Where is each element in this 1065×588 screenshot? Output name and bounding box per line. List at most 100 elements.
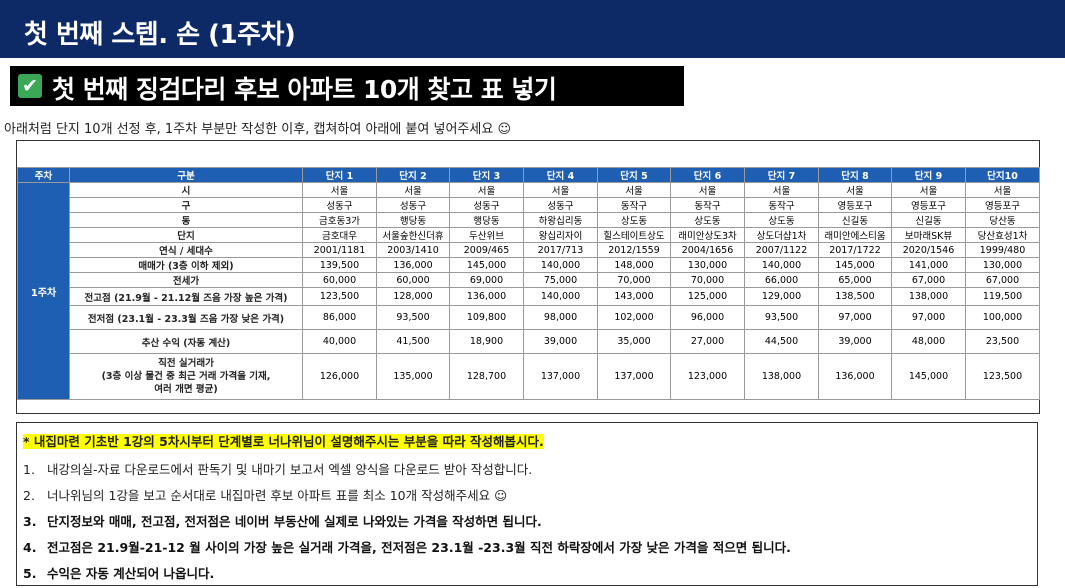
- table-cell: 영등포구: [965, 197, 1040, 213]
- table-cell: 당산효성1차: [965, 227, 1040, 243]
- table-cell: 힐스테이트상도: [597, 227, 671, 243]
- table-cell: 123,000: [670, 353, 745, 400]
- table-cell: 67,000: [891, 272, 966, 288]
- table-cell: 136,000: [449, 287, 524, 306]
- header-complex-6: 단지 6: [670, 167, 745, 183]
- table-cell: 96,000: [670, 305, 745, 330]
- table-cell: 서울: [523, 182, 598, 198]
- table-cell: 130,000: [965, 257, 1040, 273]
- table-cell: 상도동: [670, 212, 745, 228]
- note-item-1: 1. 내강의실-자료 다운로드에서 판독기 및 내마기 보고서 엑셀 양식을 다운…: [23, 459, 532, 478]
- table-cell: 왕십리자이: [523, 227, 598, 243]
- note-number: 1.: [23, 462, 35, 477]
- table-header-row: 주차 구분 단지 1 단지 2 단지 3 단지 4 단지 5 단지 6 단지 7…: [17, 167, 1040, 183]
- header-complex-9: 단지 9: [891, 167, 966, 183]
- row-label: 직전 실거래가 (3층 이상 물건 중 최근 거래 가격을 기재, 여러 개면 평균…: [69, 353, 303, 400]
- table-cell: 65,000: [818, 272, 892, 288]
- row-label: 연식 / 세대수: [69, 242, 303, 258]
- table-cell: 109,800: [449, 305, 524, 330]
- table-cell: 래미안에스티움: [818, 227, 892, 243]
- header-complex-1: 단지 1: [302, 167, 377, 183]
- table-cell: 86,000: [302, 305, 377, 330]
- table-cell: 137,000: [523, 353, 598, 400]
- table-cell: 60,000: [376, 272, 450, 288]
- table-cell: 상도동: [597, 212, 671, 228]
- table-cell: 래미안상도3차: [670, 227, 745, 243]
- note-text: 너나위님의 1강을 보고 순서대로 내집마련 후보 아파트 표를 최소 10개 …: [47, 488, 508, 503]
- table-cell: 102,000: [597, 305, 671, 330]
- week-label: 1주차: [17, 182, 70, 400]
- table-cell: 100,000: [965, 305, 1040, 330]
- table-cell: 서울: [670, 182, 745, 198]
- table-cell: 123,500: [965, 353, 1040, 400]
- table-cell: 69,000: [449, 272, 524, 288]
- notes-highlight: * 내집마련 기초반 1강의 5차시부터 단계별로 너나위님이 설명해주시는 부…: [23, 431, 544, 450]
- table-cell: 상도더샵1차: [744, 227, 819, 243]
- table-cell: 서울: [597, 182, 671, 198]
- row-label-line: 직전 실거래가: [158, 358, 214, 369]
- table-cell: 44,500: [744, 329, 819, 354]
- note-number: 3.: [23, 514, 37, 529]
- section-title: 첫 번째 징검다리 후보 아파트 10개 찾고 표 넣기: [52, 75, 557, 104]
- table-row: 전고점 (21.9월 - 21.12월 즈음 가장 높은 가격) 123,500 1…: [18, 287, 1040, 306]
- table-cell: 서울: [818, 182, 892, 198]
- row-label: 구: [69, 197, 303, 213]
- table-cell: 서울: [376, 182, 450, 198]
- table-cell: 2003/1410: [376, 242, 450, 258]
- header-category: 구분: [69, 167, 303, 183]
- table-cell: 하왕십리동: [523, 212, 598, 228]
- table-cell: 67,000: [965, 272, 1040, 288]
- header-complex-4: 단지 4: [523, 167, 598, 183]
- table-cell: 보마래SK뷰: [891, 227, 966, 243]
- table-cell: 2012/1559: [597, 242, 671, 258]
- table-cell: 125,000: [670, 287, 745, 306]
- note-text: 전고점은 21.9월-21-12 월 사이의 가장 높은 실거래 가격을, 전저…: [47, 540, 791, 555]
- table-cell: 126,000: [302, 353, 377, 400]
- table-cell: 35,000: [597, 329, 671, 354]
- table-cell: 성동구: [376, 197, 450, 213]
- row-label: 매매가 (3층 이하 제외): [69, 257, 303, 273]
- table-cell: 행당동: [376, 212, 450, 228]
- table-cell: 동작구: [670, 197, 745, 213]
- row-label: 전저점 (23.1월 - 23.3월 즈음 가장 낮은 가격): [69, 305, 303, 330]
- note-text: 단지정보와 매매, 전고점, 전저점은 네이버 부동산에 실제로 나와있는 가격…: [47, 514, 542, 529]
- table-cell: 서울: [449, 182, 524, 198]
- header-complex-8: 단지 8: [818, 167, 892, 183]
- notes-box: * 내집마련 기초반 1강의 5차시부터 단계별로 너나위님이 설명해주시는 부…: [16, 422, 1038, 586]
- table-cell: 2017/1722: [818, 242, 892, 258]
- row-label: 전고점 (21.9월 - 21.12월 즈음 가장 높은 가격): [69, 287, 303, 306]
- table-cell: 영등포구: [818, 197, 892, 213]
- table-cell: 75,000: [523, 272, 598, 288]
- table-cell: 138,500: [818, 287, 892, 306]
- table-row: 전세가 60,000 60,000 69,000 75,000 70,000 70,000 6…: [18, 272, 1040, 288]
- table-cell: 97,000: [818, 305, 892, 330]
- note-number: 2.: [23, 488, 35, 503]
- table-cell: 23,500: [965, 329, 1040, 354]
- highlight-text: * 내집마련 기초반 1강의 5차시부터 단계별로 너나위님이 설명해주시는 부…: [23, 434, 544, 449]
- header-complex-2: 단지 2: [376, 167, 450, 183]
- note-item-2: 2. 너나위님의 1강을 보고 순서대로 내집마련 후보 아파트 표를 최소 10…: [23, 485, 507, 504]
- table-cell: 143,000: [597, 287, 671, 306]
- table-cell: 70,000: [597, 272, 671, 288]
- table-cell: 137,000: [597, 353, 671, 400]
- table-cell: 서울: [891, 182, 966, 198]
- header-complex-3: 단지 3: [449, 167, 524, 183]
- instruction-text: 아래처럼 단지 10개 선정 후, 1주차 부분만 작성한 이후, 캡쳐하여 아…: [4, 122, 511, 137]
- row-label: 단지: [69, 227, 303, 243]
- table-row: 구 성동구 성동구 성동구 성동구 동작구 동작구 동작구 영등포구 영등포구 영등포구: [18, 197, 1040, 213]
- table-cell: 39,000: [818, 329, 892, 354]
- table-row: 1주차 시 서울 서울 서울 서울 서울 서울 서울 서울 서울 서울: [17, 182, 1040, 400]
- table-cell: 93,500: [376, 305, 450, 330]
- table-cell: 97,000: [891, 305, 966, 330]
- table-cell: 40,000: [302, 329, 377, 354]
- table-cell: 140,000: [523, 257, 598, 273]
- table-cell: 신길동: [818, 212, 892, 228]
- table-cell: 136,000: [376, 257, 450, 273]
- apartment-table-frame: 주차 구분 단지 1 단지 2 단지 3 단지 4 단지 5 단지 6 단지 7…: [16, 140, 1040, 414]
- header-complex-7: 단지 7: [744, 167, 819, 183]
- note-item-5: 5. 수익은 자동 계산되어 나옵니다.: [23, 563, 214, 582]
- table-cell: 금호대우: [302, 227, 377, 243]
- table-cell: 상도동: [744, 212, 819, 228]
- table-cell: 129,000: [744, 287, 819, 306]
- header-complex-5: 단지 5: [597, 167, 671, 183]
